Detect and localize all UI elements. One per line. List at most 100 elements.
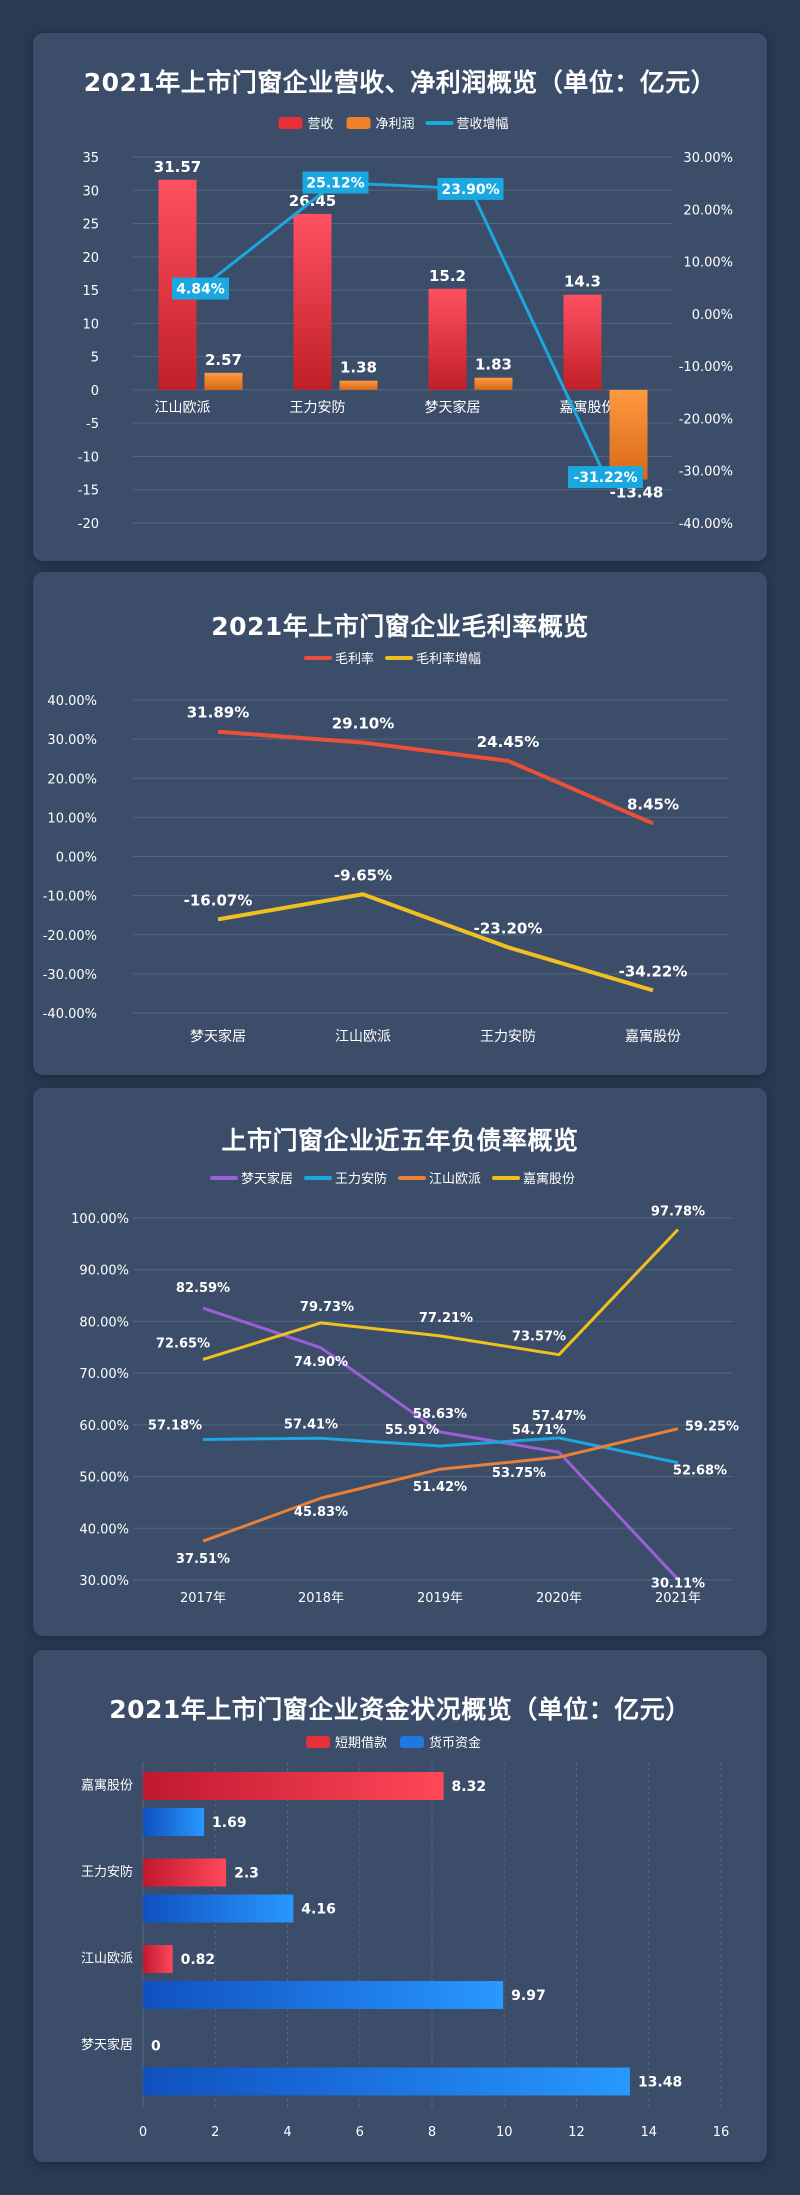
bar-monetary-funds [143, 1808, 205, 1836]
line-series [202, 1427, 679, 1543]
legend-label: 净利润 [376, 117, 415, 132]
data-label: 59.25% [685, 1420, 739, 1435]
bar-revenue [563, 294, 602, 390]
chart-title: 2021年上市门窗企业营收、净利润概览（单位：亿元） [83, 68, 717, 97]
data-label: 54.71% [512, 1423, 566, 1438]
data-label: 2.3 [234, 1866, 259, 1882]
y-tick-label: 40.00% [47, 694, 97, 709]
y-tick-label: 5 [91, 351, 99, 366]
y-tick-label: -40.00% [43, 1007, 97, 1022]
legend-swatch [400, 1736, 424, 1748]
y-tick-label: -30.00% [43, 968, 97, 983]
data-label: 37.51% [176, 1552, 230, 1567]
data-label: 52.68% [673, 1464, 727, 1479]
bar-short-term-loan [143, 1772, 444, 1800]
bar-short-term-loan [143, 1945, 173, 1973]
y2-tick-label: 30.00% [683, 151, 733, 166]
data-label: -23.20% [474, 919, 543, 937]
y-tick-label: 30.00% [47, 733, 97, 748]
y-tick-label: 10 [82, 317, 99, 332]
line-series [202, 1228, 680, 1361]
data-label: 23.90% [441, 182, 499, 198]
line-series [202, 1436, 679, 1465]
data-label: -16.07% [184, 891, 253, 909]
y2-tick-label: -10.00% [679, 360, 733, 375]
y2-tick-label: -40.00% [679, 517, 733, 532]
y-tick-label: 25 [82, 218, 99, 233]
data-label: 0.82 [181, 1952, 216, 1968]
y-tick-label: 梦天家居 [81, 2037, 133, 2053]
data-label: 15.2 [429, 267, 466, 285]
legend-label: 王力安防 [335, 1171, 387, 1187]
data-label: 74.90% [294, 1355, 348, 1370]
x-tick-label: 梦天家居 [190, 1028, 246, 1045]
bar-revenue [293, 213, 332, 390]
x-tick-label: 12 [568, 2125, 585, 2140]
data-label-box [437, 177, 504, 200]
gross-margin-chart: 毛利率 毛利率增幅 40.00% 30.00% 20.00% 10.00% 0.00% -10… [43, 651, 728, 1045]
y-tick-label: 30 [82, 184, 99, 199]
x-tick-label: 2018年 [298, 1591, 344, 1606]
data-label: 1.69 [212, 1815, 247, 1831]
x-tick-label: 0 [139, 2125, 147, 2140]
data-label: 45.83% [294, 1505, 348, 1520]
chart-title: 2021年上市门窗企业毛利率概览 [211, 612, 589, 641]
data-label: 1.83 [475, 356, 512, 374]
data-label-box [172, 277, 229, 300]
x-tick-label: 2 [211, 2125, 219, 2140]
debt-ratio-chart: 梦天家居 王力安防 江山欧派 嘉寓股份 100.00% 90.00% 80.00% 70.00… [71, 1171, 739, 1606]
data-label: 9.97 [511, 1988, 546, 2004]
legend-label: 毛利率增幅 [416, 651, 481, 667]
y-tick-label: 江山欧派 [81, 1951, 133, 1966]
x-tick-label: 16 [713, 2125, 730, 2140]
y2-tick-label: -30.00% [679, 465, 733, 480]
y-tick-label: -20 [78, 517, 99, 532]
bar-net-profit [339, 380, 378, 390]
data-label: 55.91% [385, 1423, 439, 1438]
legend-swatch [306, 1736, 330, 1748]
y-tick-label: 100.00% [71, 1212, 129, 1227]
y2-tick-label: 10.00% [683, 256, 733, 271]
data-label: 30.11% [651, 1576, 705, 1591]
x-tick-label: 4 [283, 2125, 291, 2140]
x-tick-label: 王力安防 [290, 400, 346, 416]
line-gross-margin-growth [217, 892, 654, 993]
legend-label: 毛利率 [335, 651, 374, 667]
x-tick-label: 2019年 [417, 1591, 463, 1606]
x-tick-label: 王力安防 [480, 1029, 536, 1045]
bar-short-term-loan [143, 1858, 227, 1887]
legend-label: 梦天家居 [241, 1171, 293, 1187]
y-tick-label: 15 [82, 284, 99, 299]
x-tick-label: 10 [496, 2125, 513, 2140]
x-tick-label: 6 [356, 2125, 364, 2140]
x-tick-label: 8 [428, 2125, 436, 2140]
data-label: 82.59% [176, 1281, 230, 1296]
y-tick-label: 35 [82, 151, 99, 166]
bar-revenue [428, 288, 467, 390]
data-label: -13.48 [610, 484, 664, 502]
data-label: 31.57 [154, 158, 201, 176]
y-tick-label: 60.00% [79, 1419, 129, 1434]
data-label: 77.21% [419, 1311, 473, 1326]
bar-net-profit [204, 372, 243, 390]
x-tick-label: 2020年 [536, 1591, 582, 1606]
data-label: -9.65% [334, 866, 392, 884]
x-tick-label: 江山欧派 [155, 400, 211, 416]
y-tick-label: 80.00% [79, 1315, 129, 1330]
x-tick-label: 2017年 [180, 1591, 226, 1606]
data-label-box [302, 171, 369, 194]
data-label: 57.47% [532, 1409, 586, 1424]
data-label: 0 [151, 2039, 161, 2055]
y-tick-label: -15 [78, 484, 99, 499]
data-label: 25.12% [306, 176, 364, 192]
x-tick-label: 梦天家居 [425, 399, 481, 416]
y-tick-label: -5 [86, 417, 99, 432]
data-label: 97.78% [651, 1204, 705, 1219]
x-tick-label: 2021年 [655, 1591, 701, 1606]
x-tick-label: 嘉寓股份 [625, 1028, 681, 1045]
data-label: 8.45% [627, 795, 679, 813]
data-label-box [568, 466, 643, 489]
data-label: 2.57 [205, 351, 242, 369]
data-label: 53.75% [492, 1466, 546, 1481]
funding-chart-panel: 2021年上市门窗企业资金状况概览（单位：亿元） 短期借款 货币资金 0 2 4 6 8 10… [33, 1650, 767, 2162]
